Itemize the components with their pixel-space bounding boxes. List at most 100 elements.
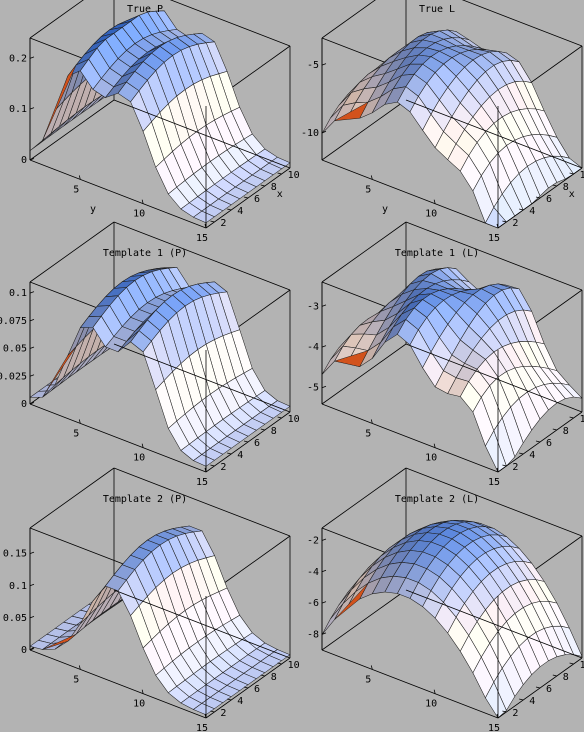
- x-tick-label: 2: [220, 218, 226, 229]
- x-tick-mark: [243, 440, 249, 443]
- y-tick-mark: [433, 689, 436, 694]
- y-tick-mark: [496, 223, 499, 229]
- x-tick-mark: [277, 416, 282, 419]
- box-edge: [29, 99, 115, 161]
- x-tick-label: 10: [288, 414, 300, 425]
- surface-accent-patch: [334, 350, 369, 367]
- y-tick-label: 10: [133, 699, 145, 710]
- y-axis-label: y: [382, 204, 388, 215]
- z-tick-label: 0.05: [3, 344, 27, 355]
- z-tick-label: -10: [301, 128, 319, 139]
- panel-title: Template 1 (L): [395, 248, 479, 259]
- surface-accent-patch: [42, 346, 77, 398]
- box-edge: [29, 159, 207, 229]
- y-tick-label: 5: [73, 674, 79, 685]
- y-tick-mark: [141, 443, 144, 448]
- box-edge: [29, 403, 207, 473]
- y-tick-label: 10: [425, 699, 437, 710]
- x-axis-label: x: [569, 189, 575, 200]
- x-tick-label: 4: [237, 450, 243, 461]
- z-tick-mark: [321, 304, 327, 307]
- x-tick-label: 6: [546, 194, 552, 205]
- x-tick-mark: [552, 184, 557, 187]
- surface-mesh: [29, 10, 291, 224]
- z-tick-mark: [321, 385, 327, 389]
- z-tick-mark: [29, 107, 35, 110]
- surface-mesh: [29, 267, 291, 467]
- box-edge: [113, 221, 291, 291]
- z-tick-label: 0.05: [3, 613, 27, 624]
- x-tick-mark: [569, 662, 574, 665]
- panel-title: True L: [419, 4, 455, 15]
- x-tick-mark: [210, 710, 215, 713]
- box-edge: [321, 99, 407, 161]
- z-tick-mark: [29, 158, 35, 161]
- surface-mesh: [29, 525, 291, 715]
- z-tick-mark: [29, 56, 35, 59]
- z-tick-mark: [29, 402, 35, 405]
- z-tick-mark: [321, 538, 327, 541]
- x-tick-mark: [502, 464, 507, 467]
- z-tick-mark: [29, 291, 35, 294]
- box-edge: [405, 99, 583, 169]
- x-tick-label: 6: [254, 438, 260, 449]
- x-tick-mark: [569, 416, 574, 419]
- y-tick-mark: [204, 467, 207, 473]
- x-tick-mark: [552, 428, 557, 431]
- box-edge: [29, 0, 84, 39]
- box-edge: [169, 0, 291, 47]
- x-tick-mark: [243, 686, 249, 689]
- x-tick-mark: [227, 452, 232, 455]
- z-tick-label: -4: [307, 342, 319, 353]
- x-tick-mark: [519, 452, 524, 455]
- z-tick-label: -8: [307, 629, 319, 640]
- x-tick-label: 4: [529, 450, 535, 461]
- surface-accent-patch: [42, 633, 77, 650]
- panel-title: Template 2 (P): [103, 494, 187, 505]
- panel-title: Template 2 (L): [395, 494, 479, 505]
- box-edge: [113, 99, 291, 169]
- box-edge: [113, 589, 291, 659]
- box-edge: [321, 159, 499, 229]
- x-tick-mark: [535, 686, 541, 689]
- z-tick-mark: [29, 583, 35, 587]
- box-edge: [321, 403, 499, 473]
- y-tick-label: 5: [73, 428, 79, 439]
- box-edge: [29, 221, 115, 283]
- surface-accent-patch: [334, 582, 369, 620]
- z-tick-mark: [321, 601, 327, 604]
- z-tick-mark: [29, 374, 35, 377]
- y-tick-label: 10: [425, 209, 437, 220]
- surface-mesh: [321, 29, 583, 229]
- y-tick-label: 5: [365, 184, 371, 195]
- x-tick-label: 2: [220, 462, 226, 473]
- x-tick-mark: [227, 208, 232, 211]
- z-tick-label: -2: [307, 536, 319, 547]
- box-edge: [321, 467, 407, 529]
- box-edge: [321, 221, 407, 283]
- x-tick-mark: [277, 172, 282, 175]
- surface-mesh: [321, 267, 583, 473]
- box-edge: [461, 0, 583, 47]
- box-edge: [113, 467, 291, 537]
- z-tick-mark: [29, 346, 35, 349]
- box-edge: [405, 221, 583, 291]
- box-edge: [321, 0, 376, 39]
- y-tick-mark: [141, 199, 144, 204]
- x-tick-label: 2: [220, 708, 226, 719]
- z-tick-mark: [29, 648, 35, 651]
- z-tick-label: 0.075: [0, 316, 27, 327]
- x-tick-mark: [535, 440, 541, 443]
- surface-plot-panel: Template 1 (P)00.0250.050.0750.151015246…: [0, 221, 300, 488]
- x-tick-mark: [502, 220, 507, 223]
- box-edge: [113, 343, 291, 413]
- surface-accent-patch: [334, 101, 369, 121]
- y-tick-mark: [433, 199, 436, 204]
- z-tick-mark: [321, 345, 327, 348]
- z-tick-mark: [29, 616, 35, 619]
- y-tick-mark: [496, 713, 499, 719]
